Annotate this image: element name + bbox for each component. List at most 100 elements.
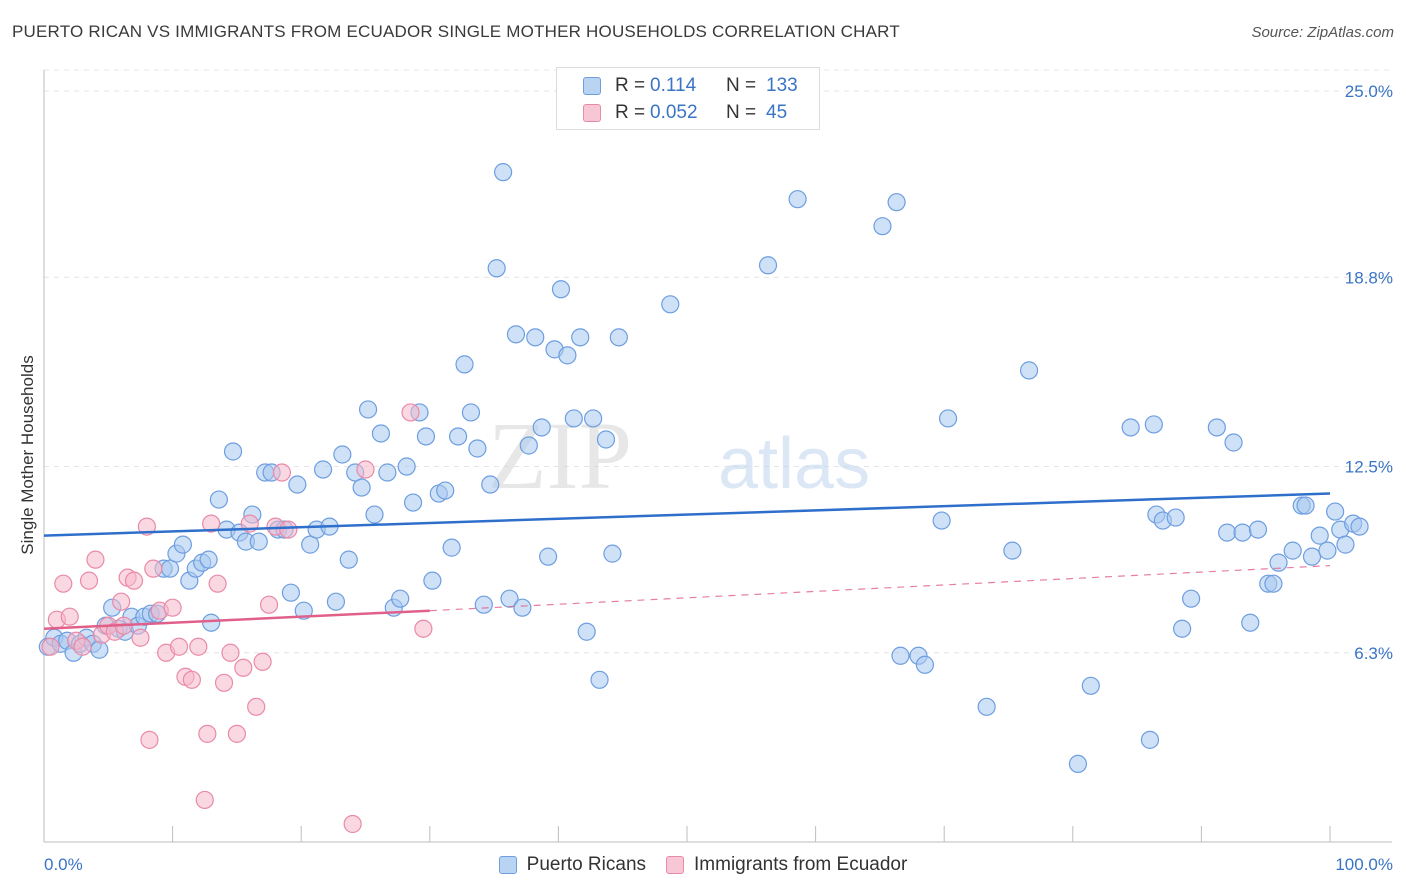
data-point-ecuador — [86, 550, 105, 569]
data-point-puerto-rican — [1224, 433, 1243, 452]
data-point-puerto-rican — [202, 613, 221, 632]
data-point-ecuador — [60, 607, 79, 626]
data-point-puerto-rican — [584, 409, 603, 428]
data-point-puerto-rican — [1140, 730, 1160, 749]
data-point-ecuador — [124, 571, 144, 590]
watermark: ZIP atlas — [488, 402, 870, 509]
legend: Puerto Ricans Immigrants from Ecuador — [0, 852, 1406, 878]
data-point-puerto-rican — [891, 646, 910, 665]
chart-title: PUERTO RICAN VS IMMIGRANTS FROM ECUADOR … — [12, 22, 900, 41]
data-point-puerto-rican — [378, 463, 397, 482]
data-point-ecuador — [234, 658, 253, 677]
stats-box: R = 0.114 N = 133 R = 0.052 N = 45 — [556, 67, 820, 130]
data-point-puerto-rican — [1081, 676, 1100, 695]
data-point-ecuador — [41, 637, 60, 656]
data-point-ecuador — [195, 790, 214, 810]
data-point-puerto-rican — [1336, 535, 1355, 554]
n-label: N = — [726, 75, 757, 96]
data-point-puerto-rican — [915, 655, 935, 674]
y-tick-label: 12.5% — [1345, 458, 1393, 477]
watermark-atlas: atlas — [718, 424, 870, 504]
data-point-ecuador — [112, 592, 131, 611]
legend-label: Immigrants from Ecuador — [694, 854, 908, 875]
data-point-ecuador — [253, 652, 272, 671]
data-point-ecuador — [144, 559, 163, 578]
data-point-puerto-rican — [288, 475, 307, 494]
data-point-puerto-rican — [455, 355, 474, 374]
data-point-puerto-rican — [1207, 418, 1226, 437]
data-point-puerto-rican — [758, 256, 778, 275]
data-point-puerto-rican — [461, 403, 481, 422]
data-point-puerto-rican — [558, 346, 577, 365]
data-point-puerto-rican — [352, 478, 371, 497]
data-point-puerto-rican — [339, 550, 358, 569]
legend-item-immigrants-from-ecuador[interactable]: Immigrants from Ecuador — [666, 854, 907, 876]
data-point-ecuador — [202, 514, 221, 533]
data-point-ecuador — [131, 628, 150, 647]
data-point-puerto-rican — [1248, 520, 1268, 539]
data-point-puerto-rican — [519, 436, 538, 455]
legend-item-puerto-ricans[interactable]: Puerto Ricans — [498, 854, 646, 876]
data-point-ecuador — [247, 697, 266, 716]
data-point-puerto-rican — [1296, 496, 1315, 515]
r-value: 0.114 — [650, 75, 697, 96]
source-label: Source: ZipAtlas.com — [1251, 24, 1394, 41]
data-point-puerto-rican — [1166, 508, 1185, 527]
data-point-puerto-rican — [596, 430, 616, 449]
data-point-puerto-rican — [416, 427, 436, 446]
series-immigrants-from-ecuador — [41, 403, 433, 834]
data-point-puerto-rican — [442, 538, 461, 557]
data-point-puerto-rican — [571, 328, 590, 347]
data-point-puerto-rican — [1068, 754, 1088, 773]
data-point-ecuador — [414, 619, 433, 638]
data-point-puerto-rican — [603, 544, 622, 563]
data-point-puerto-rican — [590, 670, 609, 689]
watermark-zip: ZIP — [488, 402, 632, 509]
n-label: N = — [726, 102, 757, 123]
data-point-ecuador — [182, 670, 201, 689]
data-point-puerto-rican — [1182, 589, 1201, 608]
y-tick-label: 25.0% — [1345, 82, 1393, 101]
data-point-ecuador — [272, 463, 292, 482]
data-point-puerto-rican — [564, 409, 583, 428]
data-point-puerto-rican — [1302, 547, 1322, 566]
data-point-ecuador — [73, 637, 92, 656]
trend-line-ecuador — [43, 609, 430, 630]
data-point-ecuador — [198, 724, 217, 743]
data-point-puerto-rican — [1350, 517, 1369, 536]
data-point-puerto-rican — [371, 424, 391, 443]
data-point-puerto-rican — [173, 535, 192, 554]
data-point-ecuador — [169, 637, 189, 656]
data-point-puerto-rican — [1144, 415, 1163, 434]
stats-swatch-blue — [583, 77, 601, 95]
data-point-puerto-rican — [661, 295, 680, 314]
data-point-puerto-rican — [887, 193, 906, 212]
x-tick-label: 100.0% — [1335, 855, 1393, 874]
n-value: 45 — [766, 102, 788, 123]
data-point-puerto-rican — [1218, 523, 1237, 542]
data-point-puerto-rican — [1003, 541, 1022, 560]
data-point-puerto-rican — [1233, 523, 1252, 542]
gridlines — [44, 69, 1392, 654]
data-point-puerto-rican — [539, 547, 558, 566]
data-point-puerto-rican — [1121, 418, 1140, 437]
data-point-puerto-rican — [1310, 526, 1329, 545]
x-tick-label: 0.0% — [44, 855, 83, 874]
data-point-puerto-rican — [577, 622, 596, 641]
data-point-puerto-rican — [1269, 553, 1288, 572]
data-point-puerto-rican — [301, 535, 320, 554]
data-point-puerto-rican — [448, 427, 468, 446]
data-point-puerto-rican — [932, 511, 951, 530]
data-point-puerto-rican — [1283, 541, 1302, 560]
data-point-ecuador — [189, 637, 208, 656]
data-point-puerto-rican — [506, 325, 526, 344]
data-point-puerto-rican — [873, 217, 892, 236]
data-point-ecuador — [214, 673, 234, 692]
data-point-puerto-rican — [199, 550, 218, 569]
data-point-ecuador — [140, 730, 159, 749]
tick-labels: 6.3% 12.5% 18.8% 25.0% 0.0% 100.0% — [44, 82, 1393, 874]
stats-swatch-pink — [583, 104, 601, 122]
data-point-ecuador — [343, 814, 362, 834]
n-value: 133 — [766, 75, 798, 96]
data-point-puerto-rican — [403, 493, 423, 512]
